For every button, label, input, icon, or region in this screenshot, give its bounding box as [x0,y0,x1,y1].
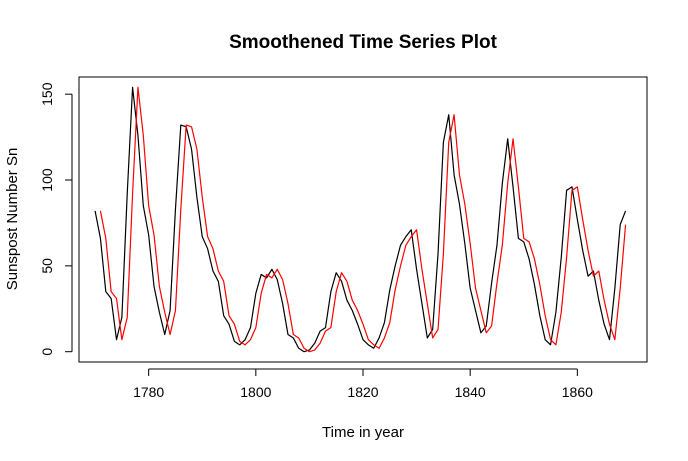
x-axis: 1780 1800 1820 1840 1860 [133,368,593,400]
y-axis: 0 50 100 150 [39,82,73,356]
x-tick-label: 1780 [133,384,164,400]
y-tick-label: 0 [39,348,55,356]
series-layer [94,86,627,353]
x-tick-label: 1840 [455,384,486,400]
y-tick-label: 50 [39,258,55,274]
series-line-black [94,86,627,353]
x-tick-label: 1800 [240,384,271,400]
y-tick-label: 150 [39,82,55,106]
x-tick-label: 1860 [562,384,593,400]
y-tick-label: 100 [39,168,55,192]
x-axis-label: Time in year [322,424,404,441]
series-line-red [99,86,627,353]
y-axis-label: Sunspost Number Sn [4,148,21,291]
chart-title: Smoothened Time Series Plot [229,32,498,53]
x-tick-label: 1820 [347,384,378,400]
plot-frame [78,76,648,363]
